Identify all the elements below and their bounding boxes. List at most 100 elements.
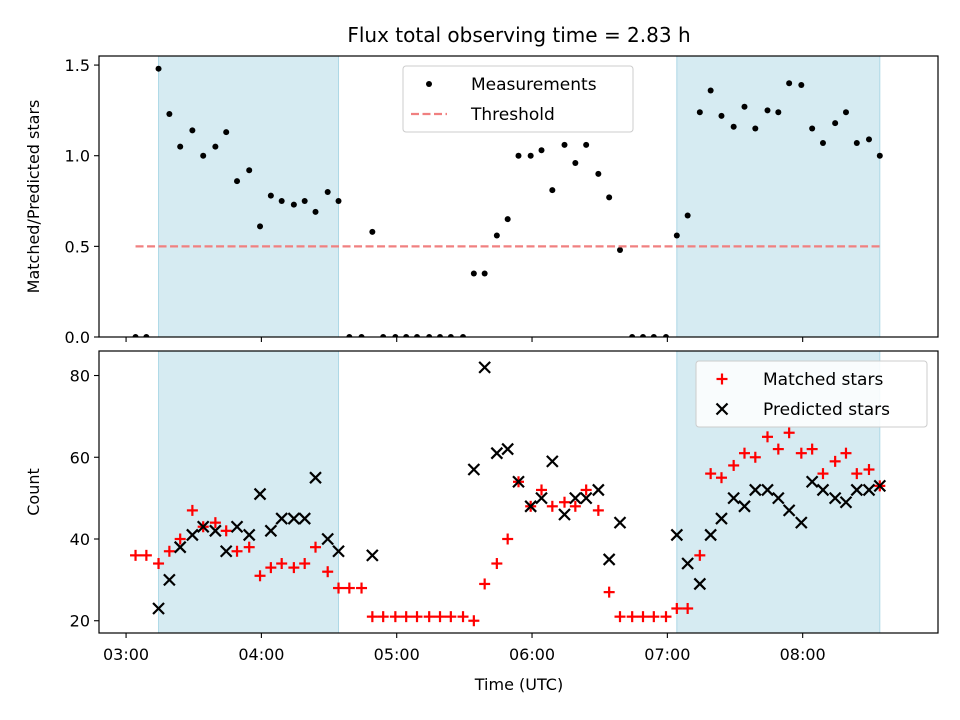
shaded-span-2	[676, 55, 881, 338]
measurement-point	[561, 141, 568, 148]
y-tick-label: 60	[70, 448, 90, 467]
measurement-point	[842, 109, 849, 116]
legend-marker	[716, 373, 728, 385]
predicted-point	[467, 463, 481, 476]
predicted-point	[839, 495, 853, 509]
matched-point	[569, 500, 581, 512]
x-tick-label: 04:00	[238, 645, 284, 664]
matched-point	[265, 562, 277, 574]
matched-point	[153, 558, 165, 570]
predicted-point	[727, 491, 740, 505]
predicted-point	[490, 446, 504, 460]
y-axis-title: Matched/Predicted stars	[24, 100, 43, 294]
matched-point	[772, 443, 784, 455]
measurement-point	[143, 334, 150, 337]
matched-point	[322, 566, 334, 578]
predicted-point	[558, 508, 571, 521]
matched-point	[400, 611, 412, 623]
matched-point	[130, 549, 142, 561]
matched-point	[592, 504, 604, 516]
measurement-point	[177, 143, 184, 150]
predicted-point	[828, 491, 842, 505]
predicted-point	[670, 528, 684, 542]
predicted-point	[332, 544, 345, 558]
measurement-point	[481, 270, 488, 277]
measurement-point	[301, 198, 308, 205]
ratio-panel: 0.0 0.5 1.0 1.5 Matched/Predicted stars Measu…	[24, 55, 939, 347]
measurement-point	[155, 65, 162, 72]
measurement-point	[200, 152, 207, 159]
predicted-point	[501, 442, 514, 456]
matched-point	[705, 468, 717, 480]
matched-point	[580, 484, 592, 496]
measurement-point	[764, 107, 771, 114]
measurement-point	[741, 103, 748, 110]
y-tick-label: 0.5	[65, 237, 90, 256]
predicted-point	[749, 483, 762, 497]
matched-point	[648, 611, 660, 623]
matched-point	[559, 496, 571, 508]
measurement-point	[786, 80, 793, 87]
matched-point	[637, 611, 649, 623]
matched-point	[817, 468, 829, 480]
predicted-point	[850, 483, 864, 497]
measurement-point	[437, 334, 444, 337]
matched-point	[220, 525, 232, 537]
predicted-point	[275, 512, 288, 525]
matched-point	[783, 427, 795, 439]
series-matched-stars	[130, 427, 886, 627]
measurement-point	[166, 111, 173, 118]
x-tick-label: 07:00	[644, 645, 690, 664]
measurement-point	[673, 232, 680, 239]
matched-point	[366, 611, 378, 623]
matched-point	[502, 533, 514, 545]
predicted-point	[693, 577, 707, 591]
predicted-point	[738, 500, 751, 513]
measurement-point	[403, 334, 410, 337]
measurement-point	[223, 129, 230, 136]
matched-point	[389, 611, 401, 623]
matched-point	[343, 582, 355, 594]
chart-title: Flux total observing time = 2.83 h	[347, 23, 690, 47]
series-predicted-stars	[152, 361, 887, 615]
predicted-point	[782, 504, 796, 517]
measurement-point	[595, 170, 602, 177]
predicted-point	[613, 516, 627, 529]
matched-point	[840, 447, 852, 459]
legend-item: Predicted stars	[715, 400, 890, 420]
predicted-point	[264, 524, 278, 538]
measurement-point	[650, 334, 657, 337]
measurement-point	[549, 187, 556, 194]
measurement-point	[358, 334, 365, 337]
measurement-point	[426, 334, 433, 337]
measurement-point	[212, 143, 219, 150]
matched-point	[468, 615, 480, 627]
measurement-point	[819, 140, 826, 147]
y-tick-label: 40	[70, 530, 90, 549]
matched-point	[457, 611, 469, 623]
x-tick-label: 05:00	[374, 645, 420, 664]
matched-point	[231, 545, 243, 557]
measurement-point	[460, 334, 467, 337]
count-panel: 20 40 60 80 03:00 04:00 05:00 06:00 07:00 08:00 Co…	[24, 350, 939, 664]
predicted-point	[173, 540, 187, 554]
legend-label: Matched stars	[763, 370, 883, 390]
legend-item: Measurements	[426, 75, 597, 95]
matched-point	[829, 455, 841, 467]
predicted-point	[805, 475, 819, 489]
matched-point	[715, 472, 727, 484]
measurement-point	[132, 334, 139, 337]
measurement-point	[616, 246, 623, 253]
matched-point	[445, 611, 457, 623]
legend: Matched stars Predicted stars	[695, 360, 928, 428]
legend-label: Predicted stars	[763, 400, 890, 420]
predicted-point	[196, 520, 210, 534]
x-tick-label: 03:00	[103, 645, 149, 664]
predicted-point	[163, 573, 176, 587]
measurement-point	[583, 141, 590, 148]
measurement-point	[234, 178, 241, 185]
measurement-point	[876, 152, 883, 159]
matched-point	[434, 611, 446, 623]
matched-point	[411, 611, 423, 623]
predicted-point	[681, 557, 694, 570]
